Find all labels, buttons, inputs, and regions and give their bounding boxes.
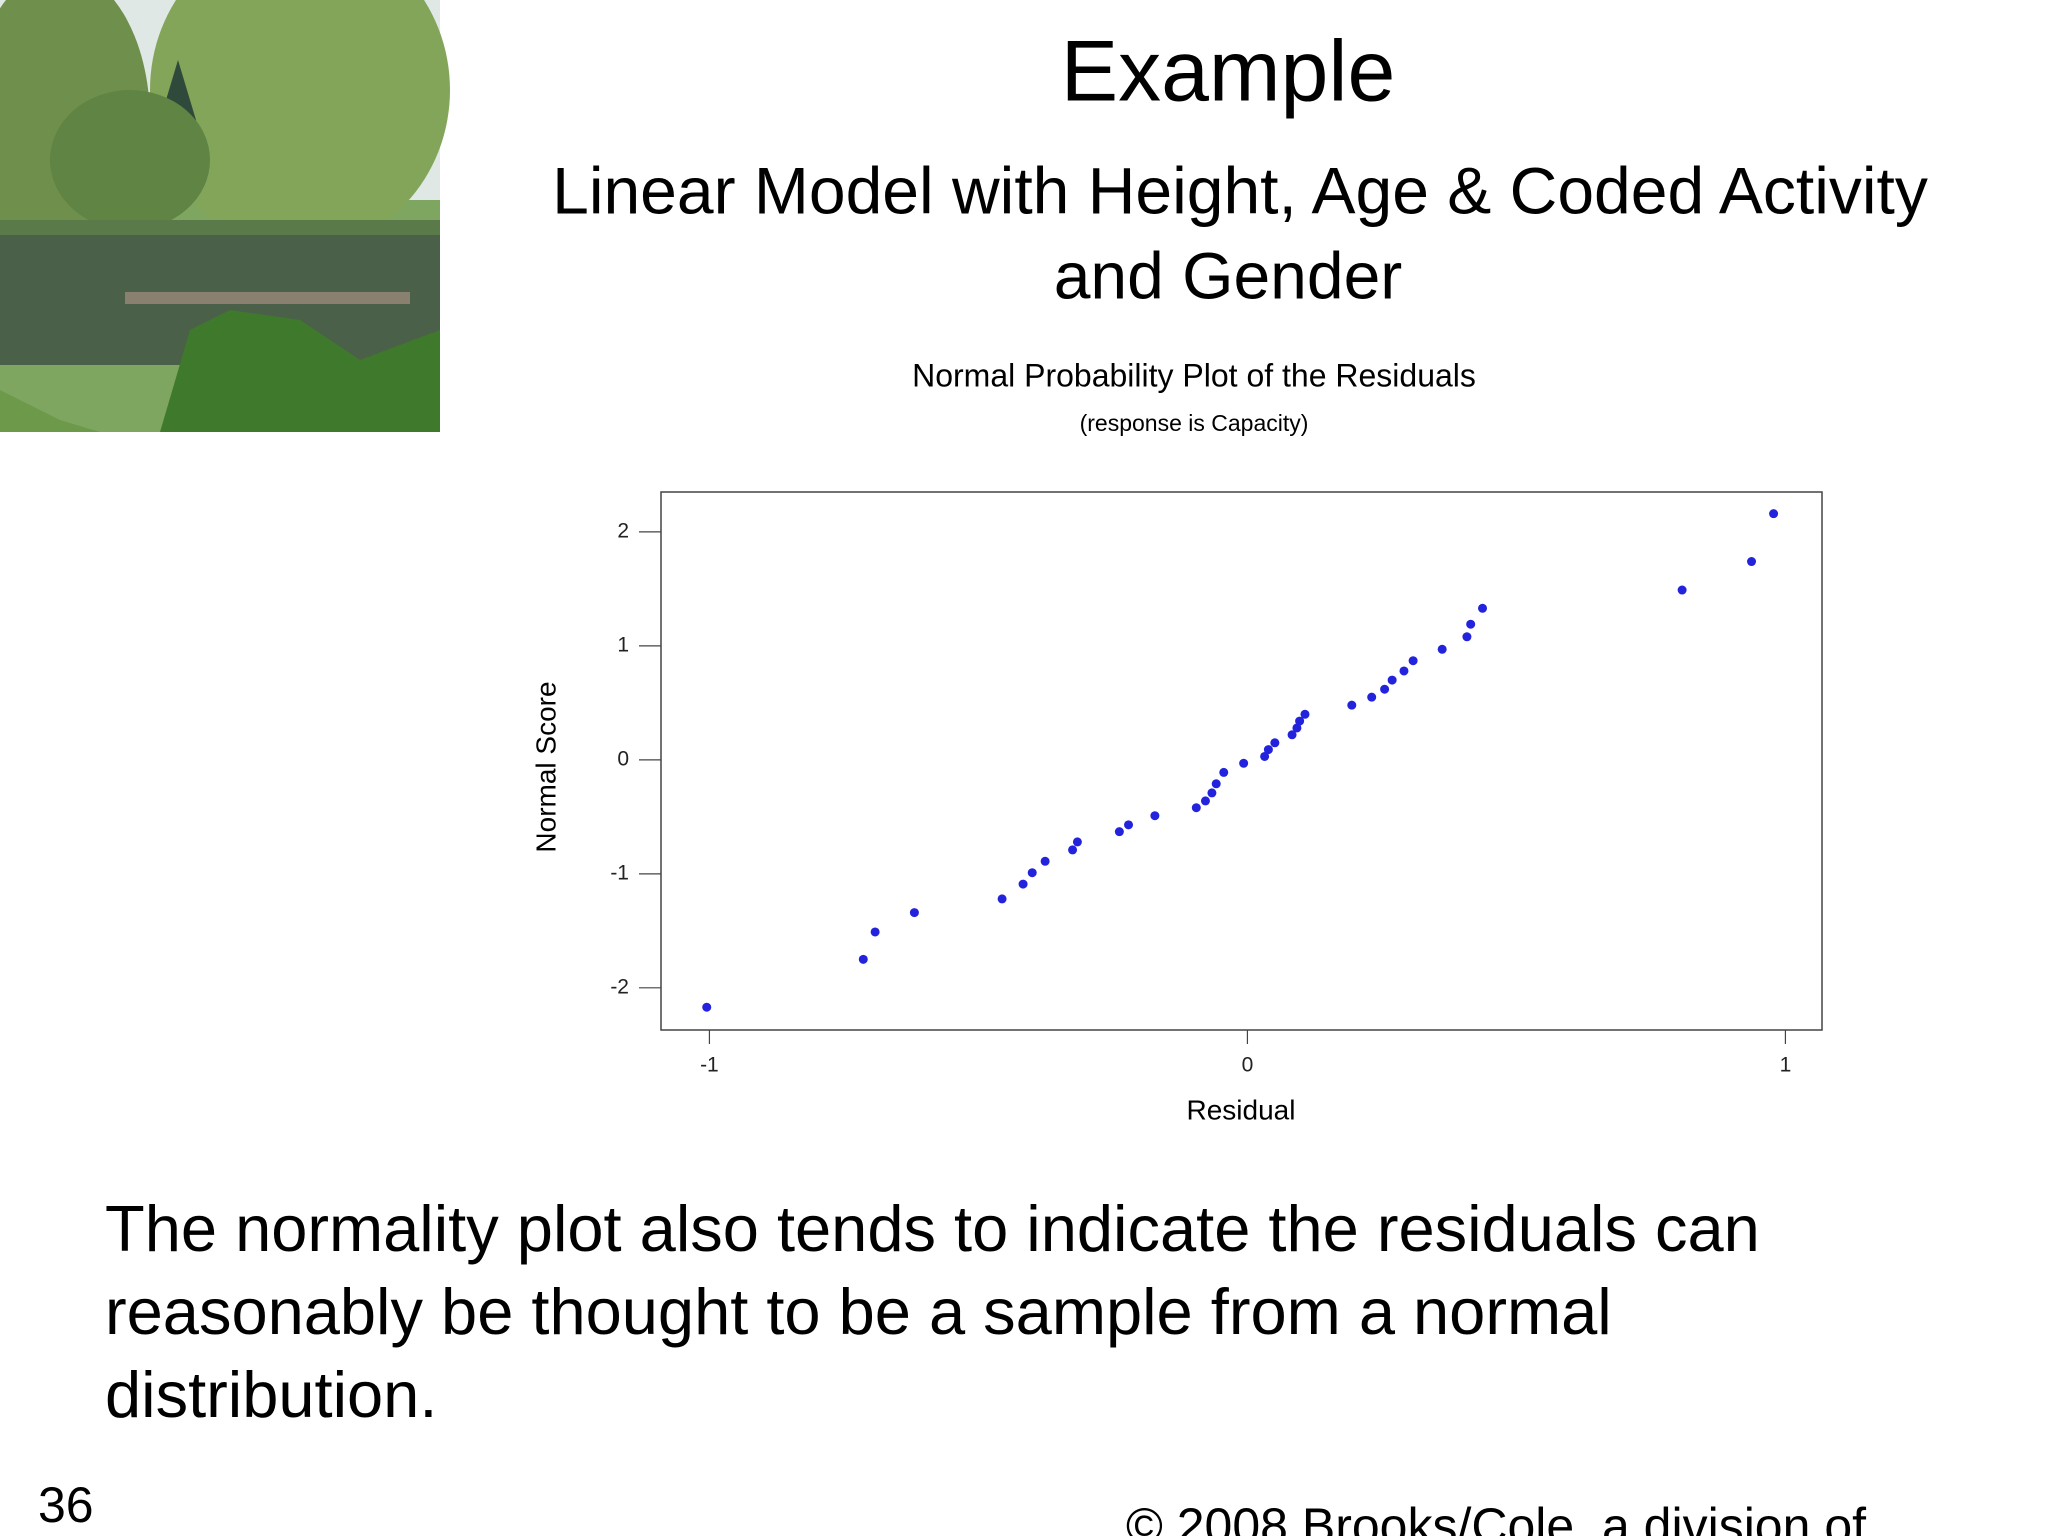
data-point	[1027, 868, 1037, 878]
x-axis-label: Residual	[1187, 1094, 1296, 1125]
data-point	[1200, 796, 1210, 806]
data-point	[1040, 856, 1050, 866]
y-tick-label: -2	[610, 975, 629, 998]
x-tick-label: 0	[1242, 1054, 1254, 1077]
chart-title: Normal Probability Plot of the Residuals	[912, 357, 1476, 393]
data-point	[1466, 619, 1476, 629]
slide-subtitle: Linear Model with Height, Age & Coded Ac…	[552, 153, 1928, 227]
data-point	[1347, 700, 1357, 710]
data-point	[1287, 730, 1297, 740]
data-point	[1387, 675, 1397, 685]
data-point	[1300, 709, 1310, 719]
y-tick-label: -1	[610, 861, 629, 884]
data-point	[1207, 788, 1217, 798]
data-point	[1408, 656, 1418, 666]
data-point	[1747, 557, 1757, 567]
data-point	[1367, 692, 1377, 702]
data-point	[1769, 509, 1779, 519]
data-point	[1399, 666, 1409, 676]
page-number: 36	[38, 1477, 94, 1533]
chart-subtitle: (response is Capacity)	[1080, 410, 1309, 436]
data-point	[1270, 738, 1280, 748]
data-point	[870, 927, 880, 937]
data-point	[1380, 684, 1390, 694]
data-point	[1263, 745, 1273, 755]
data-point	[997, 894, 1007, 904]
data-point	[1068, 845, 1078, 855]
data-point	[1478, 603, 1488, 613]
y-tick-label: 0	[617, 747, 629, 770]
data-point	[1219, 767, 1229, 777]
data-point	[1677, 585, 1687, 595]
data-point	[1292, 723, 1302, 733]
slide-title: Example	[1061, 24, 1396, 120]
data-point	[1295, 716, 1305, 726]
data-point	[1239, 758, 1249, 768]
data-point	[1114, 827, 1124, 837]
x-tick-label: -1	[700, 1054, 719, 1077]
landscape-photo	[0, 0, 450, 432]
y-tick-label: 1	[617, 633, 629, 656]
body-text: The normality plot also tends to indicat…	[105, 1192, 1760, 1265]
x-tick-label: 1	[1780, 1054, 1792, 1077]
data-point	[1260, 751, 1270, 761]
data-point	[1150, 811, 1160, 821]
data-point	[1072, 837, 1082, 847]
data-point	[1191, 803, 1201, 813]
data-point	[1124, 820, 1134, 830]
data-point	[1437, 644, 1447, 654]
y-tick-label: 2	[617, 519, 629, 542]
body-text: reasonably be thought to be a sample fro…	[105, 1275, 1612, 1348]
data-point	[1211, 779, 1221, 789]
plot-frame	[660, 491, 1823, 1031]
y-axis-label: Normal Score	[530, 681, 561, 852]
data-point	[1462, 632, 1472, 642]
data-point	[1018, 879, 1028, 889]
footer: © 2008 Brooks/Cole, a division of	[1126, 1498, 1866, 1536]
data-point	[858, 954, 868, 964]
body-text: distribution.	[105, 1358, 437, 1431]
data-point	[702, 1002, 712, 1012]
slide-subtitle: and Gender	[1054, 238, 1403, 312]
data-point	[909, 908, 919, 918]
